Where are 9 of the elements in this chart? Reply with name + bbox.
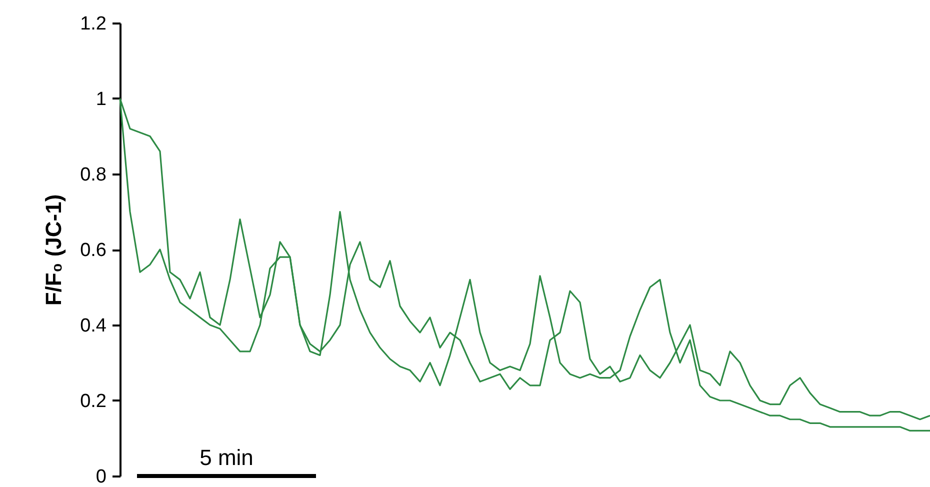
- y-tick-label: 1: [96, 89, 106, 110]
- y-tick-label: 0: [96, 466, 106, 487]
- annotation: 5 min: [198, 445, 254, 471]
- y-tick-label: 0.6: [80, 240, 106, 261]
- y-tick-label: 0.4: [80, 316, 107, 336]
- y-tick-label: 0.8: [80, 164, 106, 186]
- y-axis-title: F/F₀ (JC-1): [41, 194, 66, 306]
- y-tick-label: 0.2: [80, 391, 106, 412]
- y-tick-label: 1.2: [80, 14, 106, 34]
